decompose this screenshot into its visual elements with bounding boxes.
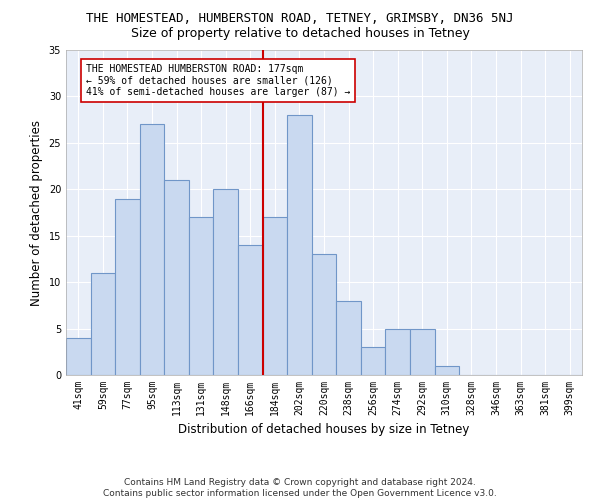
Bar	[189, 217, 214, 375]
Text: THE HOMESTEAD HUMBERSTON ROAD: 177sqm
← 59% of detached houses are smaller (126): THE HOMESTEAD HUMBERSTON ROAD: 177sqm ← …	[86, 64, 350, 97]
Text: THE HOMESTEAD, HUMBERSTON ROAD, TETNEY, GRIMSBY, DN36 5NJ: THE HOMESTEAD, HUMBERSTON ROAD, TETNEY, …	[86, 12, 514, 26]
Bar	[164, 180, 189, 375]
Bar	[336, 300, 361, 375]
X-axis label: Distribution of detached houses by size in Tetney: Distribution of detached houses by size …	[178, 424, 470, 436]
Bar	[312, 254, 336, 375]
Bar	[410, 328, 434, 375]
Bar	[140, 124, 164, 375]
Bar	[434, 366, 459, 375]
Bar	[287, 115, 312, 375]
Bar	[66, 338, 91, 375]
Y-axis label: Number of detached properties: Number of detached properties	[30, 120, 43, 306]
Bar	[238, 245, 263, 375]
Bar	[115, 198, 140, 375]
Text: Contains HM Land Registry data © Crown copyright and database right 2024.
Contai: Contains HM Land Registry data © Crown c…	[103, 478, 497, 498]
Bar	[385, 328, 410, 375]
Bar	[91, 273, 115, 375]
Bar	[361, 347, 385, 375]
Bar	[214, 190, 238, 375]
Bar	[263, 217, 287, 375]
Text: Size of property relative to detached houses in Tetney: Size of property relative to detached ho…	[131, 28, 469, 40]
